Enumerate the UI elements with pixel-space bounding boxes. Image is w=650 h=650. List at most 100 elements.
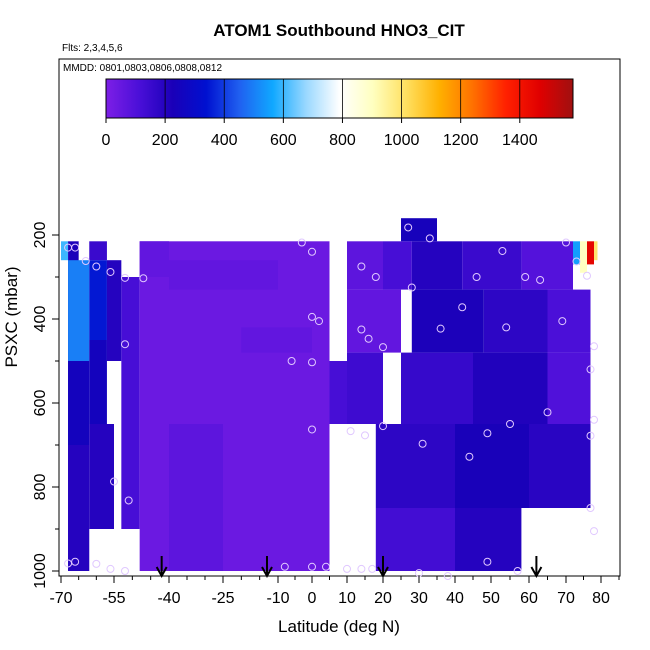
sample-point [106, 267, 115, 276]
y-axis-label: PSXC (mbar) [2, 266, 21, 367]
sample-point [121, 567, 129, 575]
sample-point [407, 283, 416, 292]
heat-cell [68, 445, 90, 571]
arrow-marker-head [261, 566, 273, 579]
sample-point [64, 559, 73, 568]
sample-point [586, 365, 595, 374]
sample-point [562, 238, 570, 247]
colorbar-tick-label: 1000 [384, 132, 420, 149]
sample-point [483, 557, 492, 566]
colorbar-tick-label: 200 [152, 132, 179, 149]
heat-cell [547, 289, 591, 353]
heat-cell [462, 241, 522, 290]
x-tick-label: 60 [520, 590, 538, 607]
heat-cell [68, 361, 90, 445]
sample-point [121, 340, 129, 349]
sample-point [357, 325, 366, 334]
x-axis-label: Latitude (deg N) [278, 617, 400, 636]
x-tick-label: 0 [308, 590, 317, 607]
sample-point [590, 415, 598, 424]
heat-cell [375, 508, 455, 571]
sample-point [502, 323, 511, 332]
sample-point [472, 273, 481, 281]
flights-note: Flts: 2,3,4,5,6 [62, 43, 123, 54]
sample-point [297, 238, 306, 247]
sample-point [379, 422, 387, 431]
sample-point [590, 342, 598, 351]
sample-point [346, 427, 355, 436]
heat-cell [106, 260, 122, 361]
heat-cell [89, 340, 107, 424]
heat-cell [139, 241, 330, 572]
colorbar-tick-label: 800 [329, 132, 356, 149]
heat-cell [483, 289, 548, 353]
sample-point [280, 562, 289, 571]
heat-cell [347, 289, 401, 353]
heat-cell [329, 361, 347, 424]
sample-point [379, 343, 387, 352]
sample-point [357, 564, 366, 573]
heat-cell [121, 277, 140, 529]
heat-cell [573, 241, 580, 265]
colorbar-tick-label: 1200 [443, 132, 479, 149]
heat-cell [241, 327, 312, 353]
sample-point [404, 223, 413, 232]
sample-point [287, 357, 296, 365]
sample-point [308, 425, 316, 434]
sample-point [357, 262, 366, 271]
y-tick-label: 1000 [32, 553, 49, 589]
sample-point [361, 431, 369, 440]
x-tick-label: -10 [266, 590, 289, 607]
sample-point [308, 562, 316, 571]
sample-point [583, 271, 591, 280]
chart-title: ATOM1 Southbound HNO3_CIT [213, 21, 465, 40]
heat-cell [383, 241, 412, 290]
sample-point [513, 567, 522, 575]
sample-point [418, 439, 427, 448]
sample-point [121, 273, 129, 282]
x-tick-label: 50 [482, 590, 500, 607]
heat-cell [68, 260, 90, 361]
sample-point [586, 431, 595, 440]
colorbar: 0 200 400 600 800 1000 1200 1400 [102, 78, 574, 149]
sample-point [92, 559, 101, 568]
x-tick-label: -25 [211, 590, 234, 607]
sample-point [110, 477, 118, 486]
heat-cell [61, 241, 69, 261]
sample-point [590, 527, 598, 536]
sample-point [558, 317, 567, 326]
sample-point [425, 234, 434, 243]
heat-cell [411, 241, 463, 290]
arrow-markers [155, 556, 543, 579]
sample-point [71, 243, 80, 252]
x-tick-label: 70 [557, 590, 575, 607]
sample-point [92, 262, 101, 271]
heat-cell [139, 241, 169, 277]
colorbar-tick-label: 0 [102, 132, 111, 149]
sample-point [483, 429, 492, 438]
colorbar-gradient [105, 78, 574, 119]
heat-cell [169, 260, 278, 290]
y-axis: 200 400 600 800 1000 [32, 222, 59, 589]
sample-point [498, 246, 507, 255]
heat-cell [594, 241, 598, 261]
sample-point [343, 564, 351, 573]
sample-point [308, 247, 316, 256]
heat-cell [401, 352, 473, 424]
sample-point [506, 420, 514, 428]
sample-points [64, 223, 598, 581]
sample-point [371, 273, 380, 281]
x-tick-label: -55 [102, 590, 125, 607]
heat-cell [455, 424, 529, 508]
sample-point [315, 317, 323, 326]
heat-cell [169, 424, 223, 571]
sample-point [81, 257, 90, 266]
x-tick-label: -70 [49, 590, 72, 607]
sample-point [543, 408, 552, 417]
sample-point [322, 562, 330, 571]
x-tick-label: -40 [157, 590, 180, 607]
x-axis: -70 -55 -40 -25 -10 0 10 20 30 40 50 60 70 80 [49, 576, 620, 607]
arrow-marker-head [155, 566, 168, 579]
heat-cell [473, 352, 548, 424]
